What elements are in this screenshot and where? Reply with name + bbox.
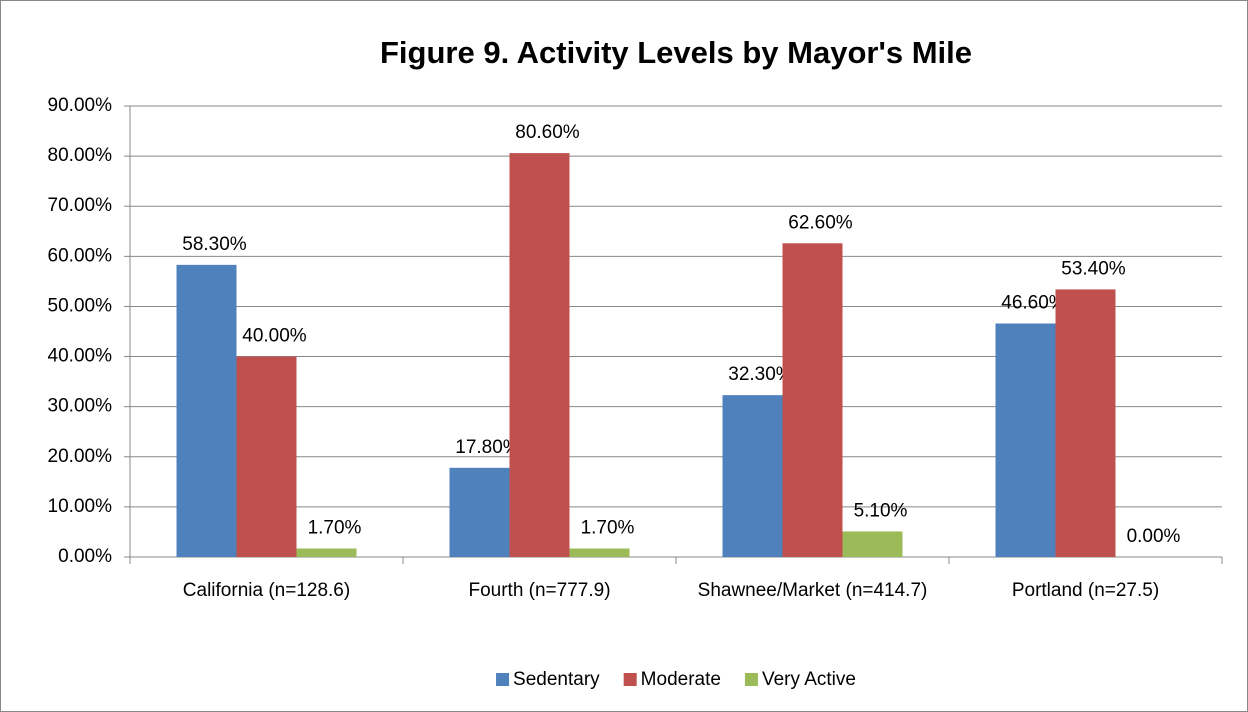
bar [782, 243, 843, 557]
bar [176, 264, 237, 557]
legend-swatch [744, 673, 758, 686]
y-tick-label: 30.00% [48, 396, 113, 417]
bar [722, 395, 783, 557]
bar [842, 531, 903, 557]
data-label: 80.60% [515, 122, 580, 143]
chart-title: Figure 9. Activity Levels by Mayor's Mil… [380, 35, 972, 70]
legend-label: Sedentary [513, 669, 600, 690]
bar [449, 467, 510, 557]
y-tick-label: 0.00% [58, 546, 112, 567]
data-label: 0.00% [1127, 526, 1181, 547]
y-tick-label: 80.00% [48, 145, 113, 166]
y-tick-label: 50.00% [48, 295, 113, 316]
bar [236, 356, 297, 557]
y-tick-label: 70.00% [48, 195, 113, 216]
data-label: 17.80% [455, 437, 520, 458]
x-tick-label: Portland (n=27.5) [1012, 580, 1159, 601]
data-label: 5.10% [854, 500, 908, 521]
legend-label: Moderate [641, 669, 721, 690]
x-tick-label: California (n=128.6) [183, 580, 350, 601]
data-label: 1.70% [308, 517, 362, 538]
data-label: 40.00% [242, 326, 307, 347]
data-label: 32.30% [728, 364, 793, 385]
data-label: 46.60% [1001, 292, 1066, 313]
x-tick-label: Shawnee/Market (n=414.7) [698, 580, 928, 601]
y-tick-label: 40.00% [48, 346, 113, 367]
bar [296, 548, 357, 557]
x-tick-label: Fourth (n=777.9) [468, 580, 610, 601]
data-label: 1.70% [581, 517, 635, 538]
bar [569, 548, 630, 557]
data-label: 53.40% [1061, 258, 1126, 279]
bar [1055, 289, 1116, 557]
legend-swatch [623, 673, 637, 686]
data-label: 62.60% [788, 212, 853, 233]
y-tick-label: 90.00% [48, 95, 113, 116]
y-tick-label: 10.00% [48, 496, 113, 517]
legend-label: Very Active [762, 669, 856, 690]
data-label: 58.30% [182, 234, 247, 255]
bar [509, 153, 570, 558]
y-tick-label: 20.00% [48, 446, 113, 467]
legend-swatch [496, 673, 510, 686]
y-tick-label: 60.00% [48, 245, 113, 266]
bar [995, 323, 1056, 557]
